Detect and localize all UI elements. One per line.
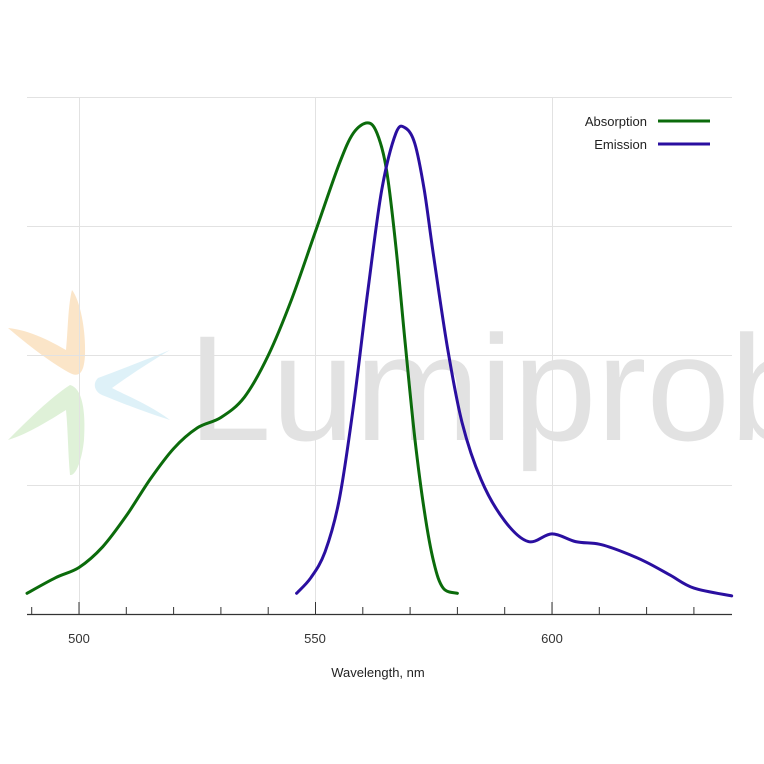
legend-item-absorption: Absorption [585, 114, 710, 129]
watermark: Lumiprobe [8, 290, 764, 476]
legend-label-emission: Emission [594, 137, 647, 152]
x-tick-label-500: 500 [68, 631, 90, 646]
emission-curve [295, 124, 734, 598]
x-tick-label-600: 600 [541, 631, 563, 646]
legend-item-emission: Emission [594, 137, 710, 152]
x-tick-label-550: 550 [304, 631, 326, 646]
watermark-logo-icon [8, 290, 170, 476]
x-axis: 500 550 600 Wavelength, nm [27, 602, 732, 680]
watermark-text: Lumiprobe [188, 304, 764, 472]
grid [27, 97, 732, 614]
legend: Absorption Emission [585, 114, 710, 152]
absorption-curve [25, 121, 459, 595]
legend-label-absorption: Absorption [585, 114, 647, 129]
x-axis-title: Wavelength, nm [331, 665, 424, 680]
